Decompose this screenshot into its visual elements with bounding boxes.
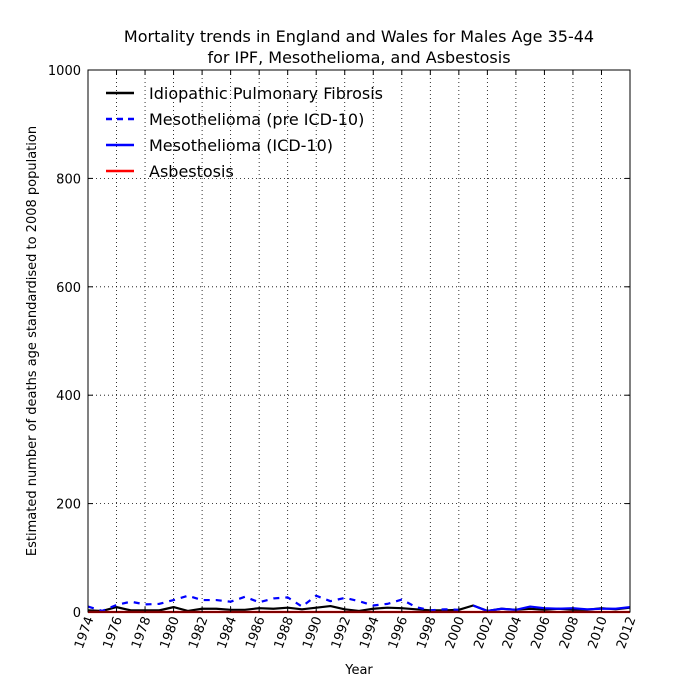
x-tick-label: 2010 [585,615,610,651]
x-tick-label: 1998 [414,615,439,651]
x-tick-label: 2008 [557,615,582,651]
series-line-mesothelioma-icd-10 [472,604,631,613]
x-tick-label: 2006 [528,615,553,651]
chart-title: Mortality trends in England and Wales fo… [123,27,595,46]
x-tick-label: 2012 [614,615,639,651]
x-tick-label: 1976 [101,615,126,651]
y-tick-label: 800 [56,172,81,187]
x-tick-label: 1994 [357,615,382,651]
plot-frame [87,69,631,613]
legend-label: Mesothelioma (ICD-10) [149,136,333,155]
x-tick-label: 1990 [300,615,325,651]
y-tick-label: 1000 [48,64,81,79]
x-tick-label: 1986 [243,615,268,651]
x-tick-label: 1980 [158,615,183,651]
series-lines [87,594,631,614]
x-tick-label: 1984 [215,615,240,651]
y-tick-label: 400 [56,389,81,404]
y-axis-label: Estimated number of deaths age standardi… [25,126,40,556]
legend-label: Asbestosis [149,162,234,181]
x-tick-label: 2002 [471,615,496,651]
x-axis-label: Year [344,663,373,678]
legend-label: Mesothelioma (pre ICD-10) [149,110,364,129]
y-tick-label: 600 [56,281,81,296]
series-line-mesothelioma-pre-icd-10 [87,594,459,613]
x-tick-label: 1992 [329,615,354,651]
legend-label: Idiopathic Pulmonary Fibrosis [149,84,383,103]
chart-subtitle: for IPF, Mesothelioma, and Asbestosis [207,48,511,67]
y-tick-label: 200 [56,498,81,513]
x-tick-label: 1982 [186,615,211,651]
y-tick-label: 0 [73,606,81,621]
x-tick-label: 2004 [500,615,525,651]
x-tick-label: 1988 [272,615,297,651]
x-tick-label: 1996 [386,615,411,651]
x-tick-label: 1978 [129,615,154,651]
legend: Idiopathic Pulmonary Fibrosis Mesotheliom… [106,84,383,181]
x-tick-label: 2000 [443,615,468,651]
axis-ticks: 1974 1976 1978 1980 1982 1984 1986 1988 1990 1992… [48,64,640,651]
